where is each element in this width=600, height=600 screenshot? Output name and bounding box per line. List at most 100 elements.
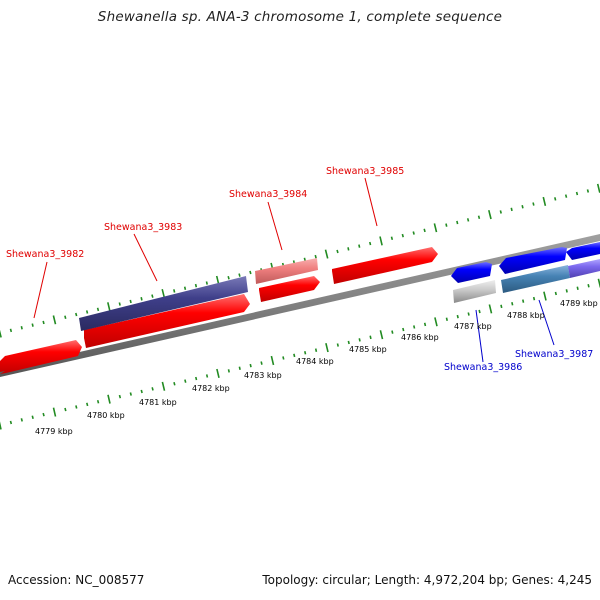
scale-tick [96,307,100,312]
scale-tick [532,202,535,206]
scale-tick [314,254,317,259]
scale-tick [467,312,470,316]
scale-tick [596,183,600,193]
gene-arrow-forward-3983[interactable] [84,294,250,348]
gene-label-3982[interactable]: Shewana3_3982 [6,249,84,260]
scale-tick [575,191,579,196]
scale-tick [0,329,2,338]
scale-tick [9,420,13,425]
scale-tick [205,374,209,378]
scale-tick [20,326,23,330]
scale-tick [347,340,350,345]
scale-tick [161,289,166,299]
scale-tick [64,315,67,319]
scale-tick [499,210,502,214]
scale-tick [445,223,448,227]
gene-label-3984[interactable]: Shewana3_3984 [229,189,307,200]
scale-tick [565,289,568,293]
scale-tick [347,247,350,251]
scale-tick [194,283,198,288]
gene-arrow-reverse-3987[interactable] [499,247,567,274]
scale-tick [31,323,34,327]
scale-tick [521,205,524,209]
scale-label: 4781 kbp [139,398,177,407]
gene-arrow-reverse-3986[interactable] [451,262,492,283]
scale-tick [140,389,143,394]
scale-tick [151,387,154,391]
scale-tick [129,299,132,304]
scale-labels: 4779 kbp 4780 kbp 4781 kbp 4782 kbp 4783… [35,299,598,436]
scale-tick [324,249,329,259]
scale-tick [20,418,23,422]
scale-tick [0,421,2,430]
scale-tick [379,330,384,340]
scale-tick [445,317,448,321]
scale-tick [390,236,394,240]
scale-tick [227,276,230,280]
scale-tick [336,249,339,254]
gene-label-3987[interactable]: Shewana3_3987 [515,349,593,360]
gene-bar-reverse-3987-teal[interactable] [501,265,570,293]
scale-tick [433,223,438,233]
gene-label-3985[interactable]: Shewana3_3985 [326,166,404,177]
scale-tick [64,407,67,412]
scale-tick [542,196,547,206]
scale-tick [140,297,143,301]
gene-arrow-forward-3984[interactable] [259,276,320,302]
scale-label: 4788 kbp [507,311,545,320]
scale-tick [86,402,89,407]
scale-tick [358,244,361,248]
scale-tick [413,325,416,329]
scale-tick [238,366,241,370]
label-leaders [33,177,555,363]
scale-tick [216,368,220,378]
reverse-tick-row [0,278,600,430]
gene-arrow-reverse-next[interactable] [566,242,600,260]
scale-tick [456,314,459,319]
scale-tick [183,286,187,290]
scale-tick [587,284,590,288]
scale-tick [173,289,176,293]
gene-bar-reverse-3986-grey[interactable] [453,280,496,303]
scale-tick [195,376,198,381]
scale-label: 4786 kbp [401,333,439,342]
scale-tick [358,338,361,342]
scale-tick [107,394,111,404]
scale-tick [249,270,252,275]
scale-tick [52,315,57,325]
gene-bar-forward-3984-pink[interactable] [255,258,318,284]
scale-tick [31,415,34,419]
scale-tick [260,361,263,365]
scale-tick [336,343,339,347]
gene-label-3986[interactable]: Shewana3_3986 [444,362,522,373]
scale-label: 4780 kbp [87,411,125,420]
scale-label: 4784 kbp [296,357,334,366]
scale-tick [129,392,132,396]
gene-bar-reverse-next-violet[interactable] [568,259,600,278]
scale-tick [184,379,187,383]
gene-arrow-forward-3982[interactable] [0,340,82,374]
scale-tick [325,343,329,353]
scale-tick [391,330,394,334]
scale-tick [293,353,296,358]
scale-tick [270,355,275,366]
scale-tick [477,215,481,219]
scale-label: 4789 kbp [560,299,598,308]
map-title: Shewanella sp. ANA-3 chromosome 1, compl… [97,9,503,25]
scale-tick [456,220,459,225]
scale-tick [42,412,45,417]
gene-arrow-forward-3985[interactable] [332,247,438,284]
scale-tick [554,291,557,296]
scale-tick [303,257,306,262]
scale-tick [9,328,13,333]
scale-tick [402,327,405,332]
scale-tick [543,291,547,301]
scale-tick [423,322,427,327]
gene-bar-forward-3983-navy[interactable] [79,276,248,331]
scale-tick [412,231,415,235]
sequence-backbone [0,234,600,377]
gene-label-3983[interactable]: Shewana3_3983 [104,222,182,233]
scale-tick [118,394,122,399]
scale-tick [314,348,318,352]
